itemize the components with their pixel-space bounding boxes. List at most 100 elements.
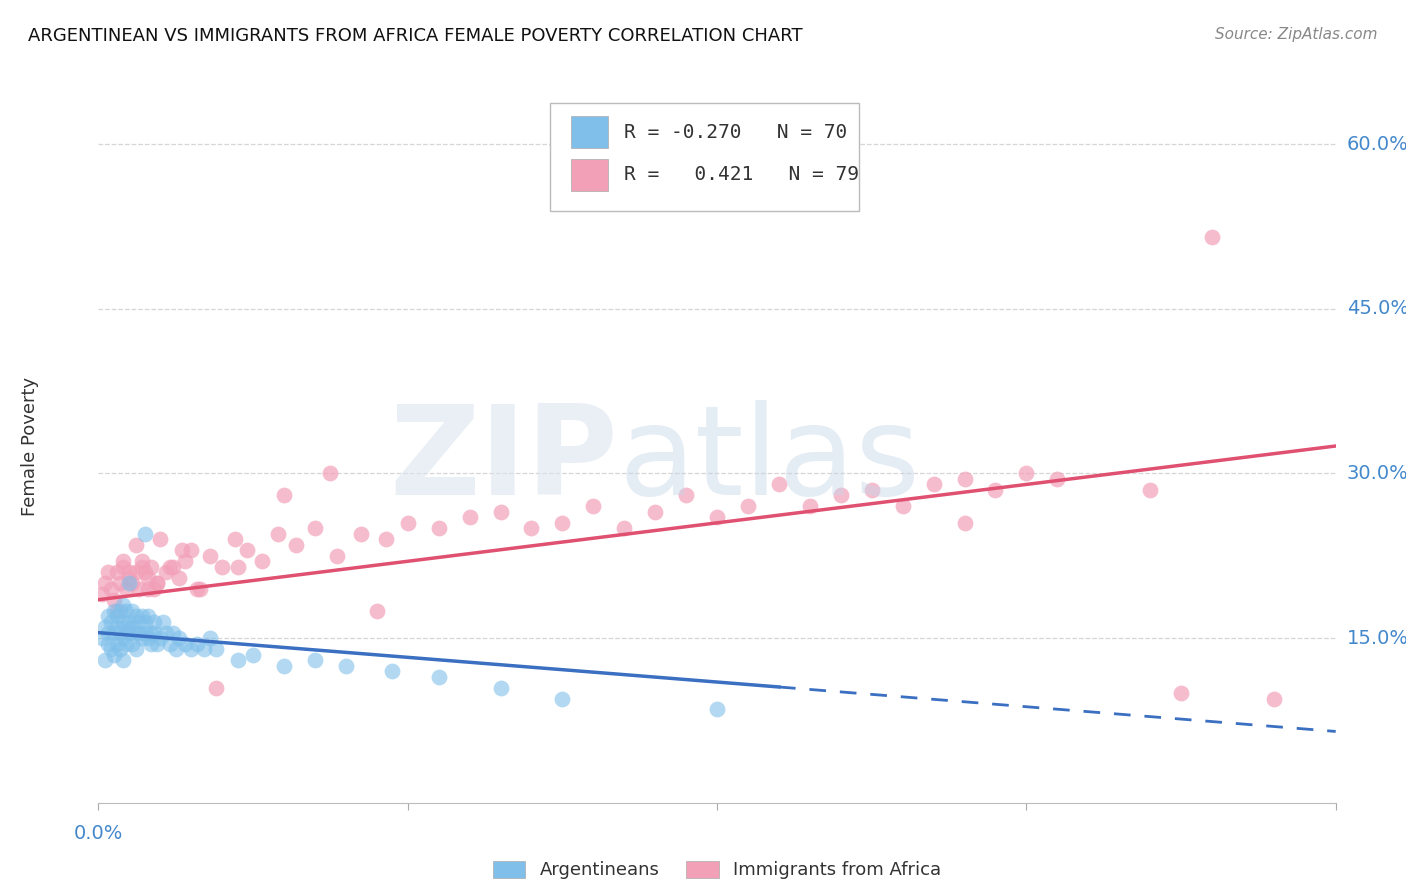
Point: [121, 620, 143, 634]
Point: [124, 538, 146, 552]
Point: [953, 516, 976, 530]
Point: [167, 571, 190, 585]
Point: [128, 615, 150, 629]
Point: [97, 637, 120, 651]
Point: [131, 609, 153, 624]
Point: [273, 488, 295, 502]
Text: 15.0%: 15.0%: [1347, 629, 1406, 648]
Point: [520, 521, 543, 535]
Point: [155, 625, 177, 640]
Point: [112, 598, 135, 612]
Point: [128, 582, 150, 596]
Point: [174, 554, 197, 568]
Point: [112, 615, 135, 629]
Text: 0.0%: 0.0%: [73, 824, 124, 843]
Point: [304, 653, 326, 667]
Point: [93, 576, 115, 591]
Point: [737, 500, 759, 514]
Point: [118, 615, 141, 629]
Point: [193, 642, 215, 657]
Point: [134, 625, 156, 640]
Text: ARGENTINEAN VS IMMIGRANTS FROM AFRICA FEMALE POVERTY CORRELATION CHART: ARGENTINEAN VS IMMIGRANTS FROM AFRICA FE…: [28, 27, 803, 45]
Point: [167, 631, 190, 645]
Point: [768, 477, 790, 491]
Point: [149, 533, 172, 547]
Point: [100, 642, 122, 657]
Point: [131, 554, 153, 568]
Point: [350, 526, 373, 541]
Point: [139, 637, 162, 651]
Text: ZIP: ZIP: [389, 400, 619, 521]
Point: [226, 559, 249, 574]
Point: [115, 604, 138, 618]
Text: Source: ZipAtlas.com: Source: ZipAtlas.com: [1215, 27, 1378, 42]
Point: [139, 625, 162, 640]
Point: [1139, 483, 1161, 497]
Point: [675, 488, 697, 502]
Point: [953, 472, 976, 486]
Text: 30.0%: 30.0%: [1347, 464, 1406, 483]
Point: [273, 658, 295, 673]
Point: [112, 559, 135, 574]
Point: [103, 625, 125, 640]
Bar: [571, 116, 609, 148]
Point: [105, 637, 128, 651]
Point: [551, 691, 574, 706]
Point: [198, 549, 221, 563]
Point: [211, 559, 233, 574]
Point: [165, 642, 187, 657]
Point: [159, 637, 181, 651]
Point: [1046, 472, 1069, 486]
Point: [551, 516, 574, 530]
Point: [252, 554, 274, 568]
Point: [242, 648, 264, 662]
Point: [103, 592, 125, 607]
Point: [1263, 691, 1285, 706]
Point: [134, 566, 156, 580]
Point: [830, 488, 852, 502]
Point: [1170, 686, 1192, 700]
Point: [90, 631, 112, 645]
Point: [458, 510, 481, 524]
Point: [124, 642, 146, 657]
Point: [984, 483, 1007, 497]
Point: [115, 582, 138, 596]
Point: [489, 505, 512, 519]
Point: [108, 604, 131, 618]
Text: R =   0.421   N = 79: R = 0.421 N = 79: [624, 165, 859, 185]
Point: [706, 510, 728, 524]
Point: [108, 642, 131, 657]
Point: [198, 631, 221, 645]
Point: [115, 620, 138, 634]
Point: [159, 559, 181, 574]
Text: R = -0.270   N = 70: R = -0.270 N = 70: [624, 122, 848, 142]
Point: [860, 483, 883, 497]
Point: [224, 533, 246, 547]
Point: [922, 477, 945, 491]
Bar: [571, 159, 609, 191]
Point: [190, 582, 212, 596]
Point: [134, 526, 156, 541]
Point: [143, 625, 166, 640]
Point: [799, 500, 821, 514]
Point: [152, 615, 174, 629]
Point: [118, 566, 141, 580]
Point: [103, 604, 125, 618]
Text: 60.0%: 60.0%: [1347, 135, 1406, 153]
Point: [170, 543, 193, 558]
Point: [124, 566, 146, 580]
Point: [118, 576, 141, 591]
Point: [93, 653, 115, 667]
Point: [180, 642, 202, 657]
Text: atlas: atlas: [619, 400, 920, 521]
Point: [97, 625, 120, 640]
Point: [121, 637, 143, 651]
Point: [97, 566, 120, 580]
Point: [146, 576, 169, 591]
Point: [396, 516, 419, 530]
Point: [285, 538, 308, 552]
Point: [155, 566, 177, 580]
Point: [105, 609, 128, 624]
Point: [97, 609, 120, 624]
Point: [582, 500, 605, 514]
